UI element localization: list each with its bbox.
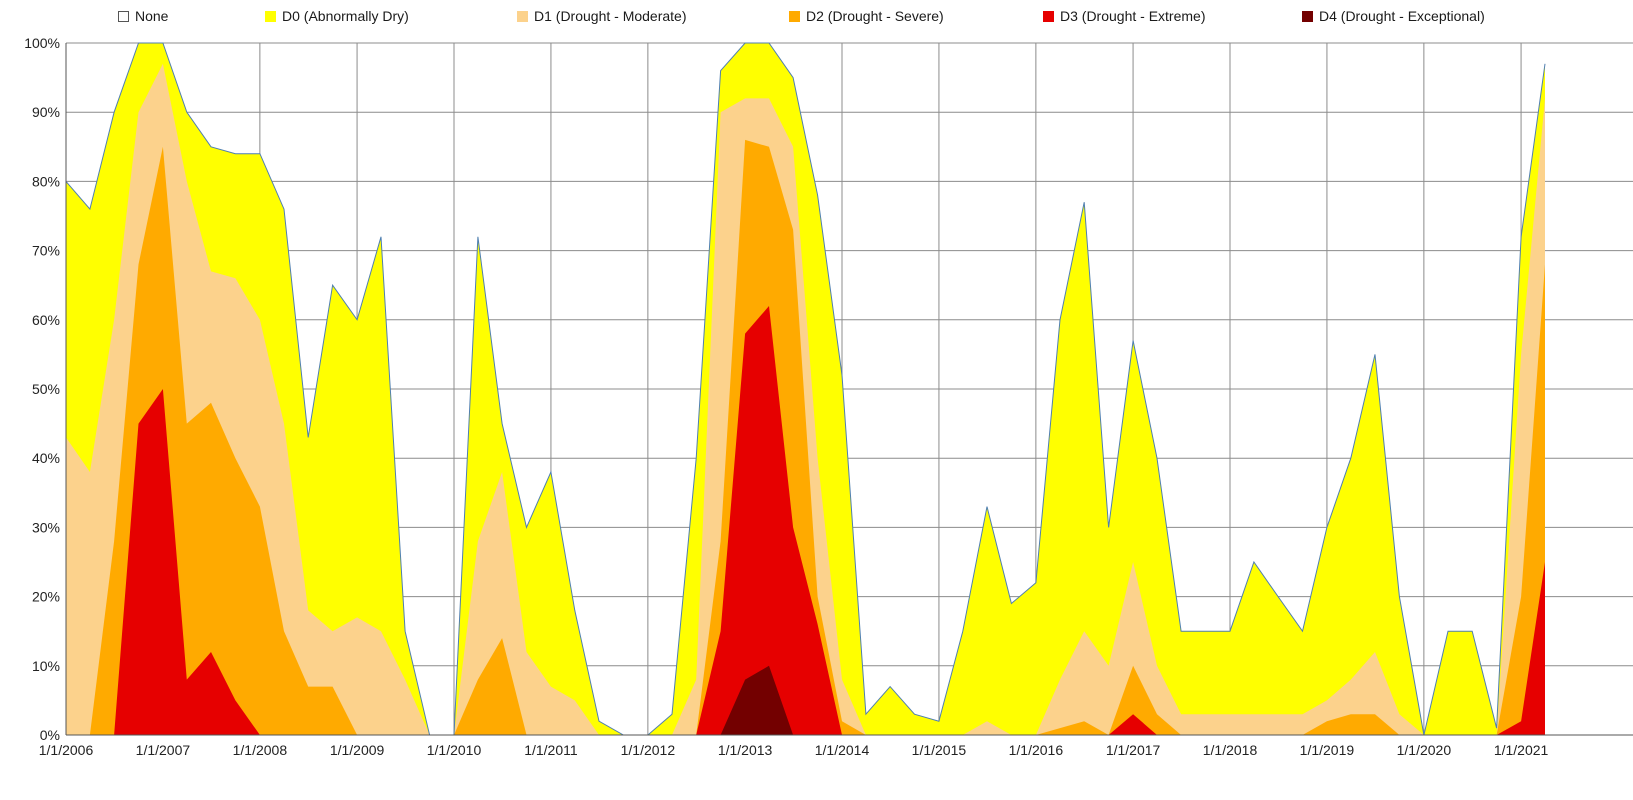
y-tick-label: 60%	[32, 312, 60, 328]
x-tick-label: 1/1/2017	[1106, 742, 1161, 758]
legend-item-d0: D0 (Abnormally Dry)	[265, 8, 409, 24]
x-tick-label: 1/1/2010	[427, 742, 482, 758]
legend-item-d3: D3 (Drought - Extreme)	[1043, 8, 1205, 24]
chart-legend: None D0 (Abnormally Dry) D1 (Drought - M…	[0, 8, 1633, 30]
x-tick-label: 1/1/2018	[1203, 742, 1258, 758]
legend-label-d0: D0 (Abnormally Dry)	[282, 8, 409, 24]
x-tick-label: 1/1/2016	[1009, 742, 1064, 758]
legend-swatch-d3	[1043, 10, 1054, 22]
x-axis-tick-labels: 1/1/2006 1/1/2007 1/1/2008 1/1/2009 1/1/2010…	[39, 742, 1549, 758]
x-tick-label: 1/1/2015	[912, 742, 967, 758]
legend-label-none: None	[135, 8, 169, 24]
y-tick-label: 40%	[32, 450, 60, 466]
y-tick-label: 10%	[32, 658, 60, 674]
area-d1	[66, 63, 1545, 736]
area-series	[65, 42, 1546, 736]
x-tick-label: 1/1/2021	[1494, 742, 1549, 758]
legend-swatch-d2	[789, 10, 800, 22]
legend-label-d1: D1 (Drought - Moderate)	[534, 8, 687, 24]
legend-item-d4: D4 (Drought - Exceptional)	[1302, 8, 1485, 24]
x-tick-label: 1/1/2013	[718, 742, 773, 758]
x-tick-label: 1/1/2007	[136, 742, 191, 758]
x-tick-label: 1/1/2020	[1397, 742, 1452, 758]
x-tick-label: 1/1/2014	[815, 742, 870, 758]
legend-item-d1: D1 (Drought - Moderate)	[517, 8, 687, 24]
legend-swatch-d1	[517, 10, 528, 22]
area-d3	[66, 306, 1545, 735]
y-tick-label: 20%	[32, 589, 60, 605]
legend-item-d2: D2 (Drought - Severe)	[789, 8, 944, 24]
x-tick-label: 1/1/2006	[39, 742, 94, 758]
y-tick-label: 70%	[32, 243, 60, 259]
axes	[65, 43, 1633, 736]
legend-item-none: None	[118, 8, 168, 24]
y-tick-label: 0%	[40, 727, 60, 743]
legend-label-d3: D3 (Drought - Extreme)	[1060, 8, 1206, 24]
y-tick-label: 100%	[24, 35, 60, 51]
legend-swatch-d4	[1302, 10, 1313, 22]
x-tick-label: 1/1/2012	[621, 742, 676, 758]
y-tick-label: 80%	[32, 173, 60, 189]
y-axis-tick-labels: 0% 10% 20% 30% 40% 50% 60% 70% 80% 90% 100%	[24, 35, 60, 743]
x-tick-label: 1/1/2008	[233, 742, 288, 758]
y-tick-label: 30%	[32, 519, 60, 535]
legend-label-d2: D2 (Drought - Severe)	[806, 8, 944, 24]
y-tick-label: 90%	[32, 104, 60, 120]
legend-swatch-d0	[265, 10, 276, 22]
area-d2	[66, 139, 1545, 735]
x-tick-label: 1/1/2011	[524, 742, 578, 758]
x-tick-label: 1/1/2019	[1300, 742, 1355, 758]
legend-swatch-none	[118, 10, 129, 22]
legend-label-d4: D4 (Drought - Exceptional)	[1319, 8, 1485, 24]
area-outline	[65, 42, 1546, 736]
y-tick-label: 50%	[32, 381, 60, 397]
x-tick-label: 1/1/2009	[330, 742, 385, 758]
